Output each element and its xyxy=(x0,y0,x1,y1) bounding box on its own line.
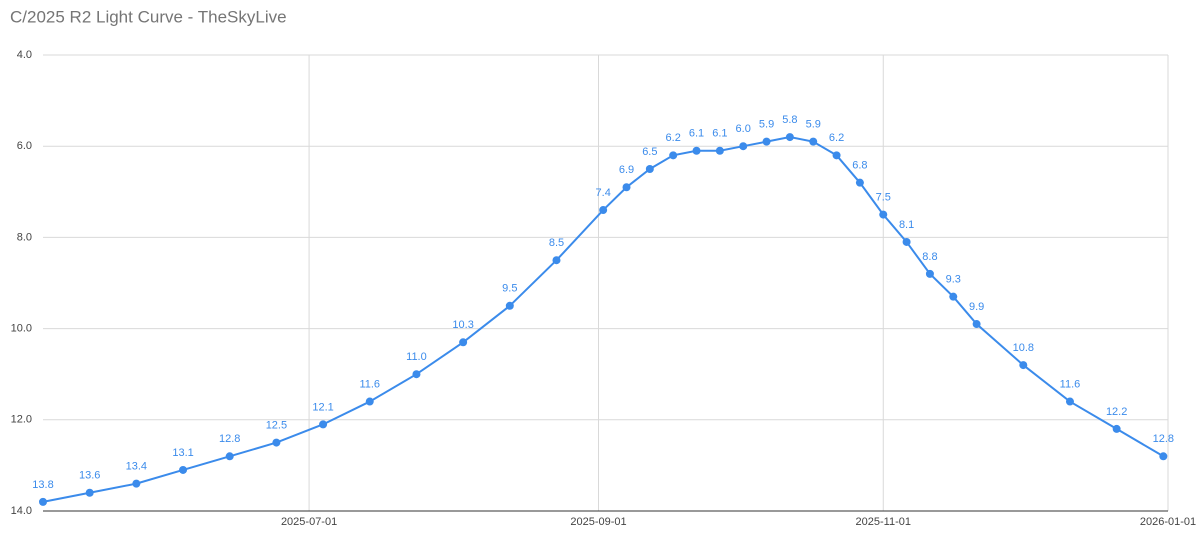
data-point xyxy=(832,151,841,160)
chart-title: C/2025 R2 Light Curve - TheSkyLive xyxy=(10,7,287,26)
data-point xyxy=(785,133,794,142)
data-point xyxy=(1019,361,1028,370)
data-label: 8.1 xyxy=(899,219,914,231)
data-label: 8.8 xyxy=(922,251,937,263)
data-label: 12.8 xyxy=(219,433,240,445)
data-label: 10.3 xyxy=(452,319,473,331)
data-label: 5.8 xyxy=(782,114,797,126)
data-label: 7.5 xyxy=(876,192,891,204)
data-point xyxy=(272,438,281,447)
data-point xyxy=(762,137,771,146)
data-point xyxy=(902,237,911,246)
y-tick-label: 6.0 xyxy=(17,140,32,152)
data-label: 12.5 xyxy=(266,420,287,432)
data-label: 6.0 xyxy=(736,123,751,135)
data-label: 7.4 xyxy=(596,187,611,199)
data-label: 10.8 xyxy=(1013,342,1034,354)
data-label: 12.2 xyxy=(1106,406,1127,418)
data-label: 6.9 xyxy=(619,164,634,176)
data-point xyxy=(879,210,888,219)
data-label: 11.0 xyxy=(406,351,427,363)
data-label: 8.5 xyxy=(549,237,564,249)
data-point xyxy=(599,206,608,215)
x-tick-label: 2025-09-01 xyxy=(570,516,626,528)
data-label: 6.1 xyxy=(712,128,727,140)
data-label: 9.5 xyxy=(502,283,517,295)
data-label: 6.1 xyxy=(689,128,704,140)
data-label: 13.6 xyxy=(79,470,100,482)
data-label: 11.6 xyxy=(1060,378,1081,390)
data-label: 11.6 xyxy=(359,378,380,390)
data-point xyxy=(505,301,514,310)
data-label: 6.2 xyxy=(829,132,844,144)
data-point xyxy=(85,488,94,497)
data-label: 9.3 xyxy=(946,274,961,286)
data-point xyxy=(925,269,934,278)
data-point xyxy=(132,479,141,488)
data-label: 6.8 xyxy=(852,160,867,172)
data-point xyxy=(225,452,234,461)
data-point xyxy=(412,370,421,379)
y-tick-label: 8.0 xyxy=(17,231,32,243)
data-label: 13.4 xyxy=(126,461,147,473)
data-point xyxy=(949,292,958,301)
data-point xyxy=(1159,452,1168,461)
data-point xyxy=(179,465,188,474)
y-tick-label: 4.0 xyxy=(17,49,32,61)
x-tick-label: 2025-07-01 xyxy=(281,516,337,528)
data-label: 5.9 xyxy=(759,119,774,131)
data-label: 13.1 xyxy=(172,447,193,459)
data-point xyxy=(645,165,654,173)
data-label: 5.9 xyxy=(806,119,821,131)
data-point xyxy=(715,146,724,155)
data-point xyxy=(692,146,701,155)
data-point xyxy=(622,183,631,192)
y-tick-label: 12.0 xyxy=(11,414,32,426)
x-tick-label: 2025-11-01 xyxy=(856,516,911,528)
data-point xyxy=(739,142,748,151)
data-point xyxy=(1112,424,1121,433)
x-tick-label: 2026-01-01 xyxy=(1140,516,1196,528)
data-point xyxy=(809,137,818,146)
data-point xyxy=(319,420,328,429)
data-point xyxy=(365,397,374,406)
data-point xyxy=(459,338,468,347)
data-label: 6.2 xyxy=(666,132,681,144)
data-point xyxy=(39,497,47,506)
y-tick-label: 10.0 xyxy=(11,323,32,335)
data-label: 13.8 xyxy=(32,479,53,491)
data-point xyxy=(669,151,678,160)
data-label: 12.1 xyxy=(312,401,333,413)
data-label: 9.9 xyxy=(969,301,984,313)
y-tick-label: 14.0 xyxy=(11,505,32,517)
data-point xyxy=(1065,397,1074,406)
data-label: 12.8 xyxy=(1153,433,1174,445)
data-label: 6.5 xyxy=(642,146,657,158)
data-point xyxy=(552,256,561,265)
data-point xyxy=(855,178,864,187)
data-point xyxy=(972,320,981,329)
